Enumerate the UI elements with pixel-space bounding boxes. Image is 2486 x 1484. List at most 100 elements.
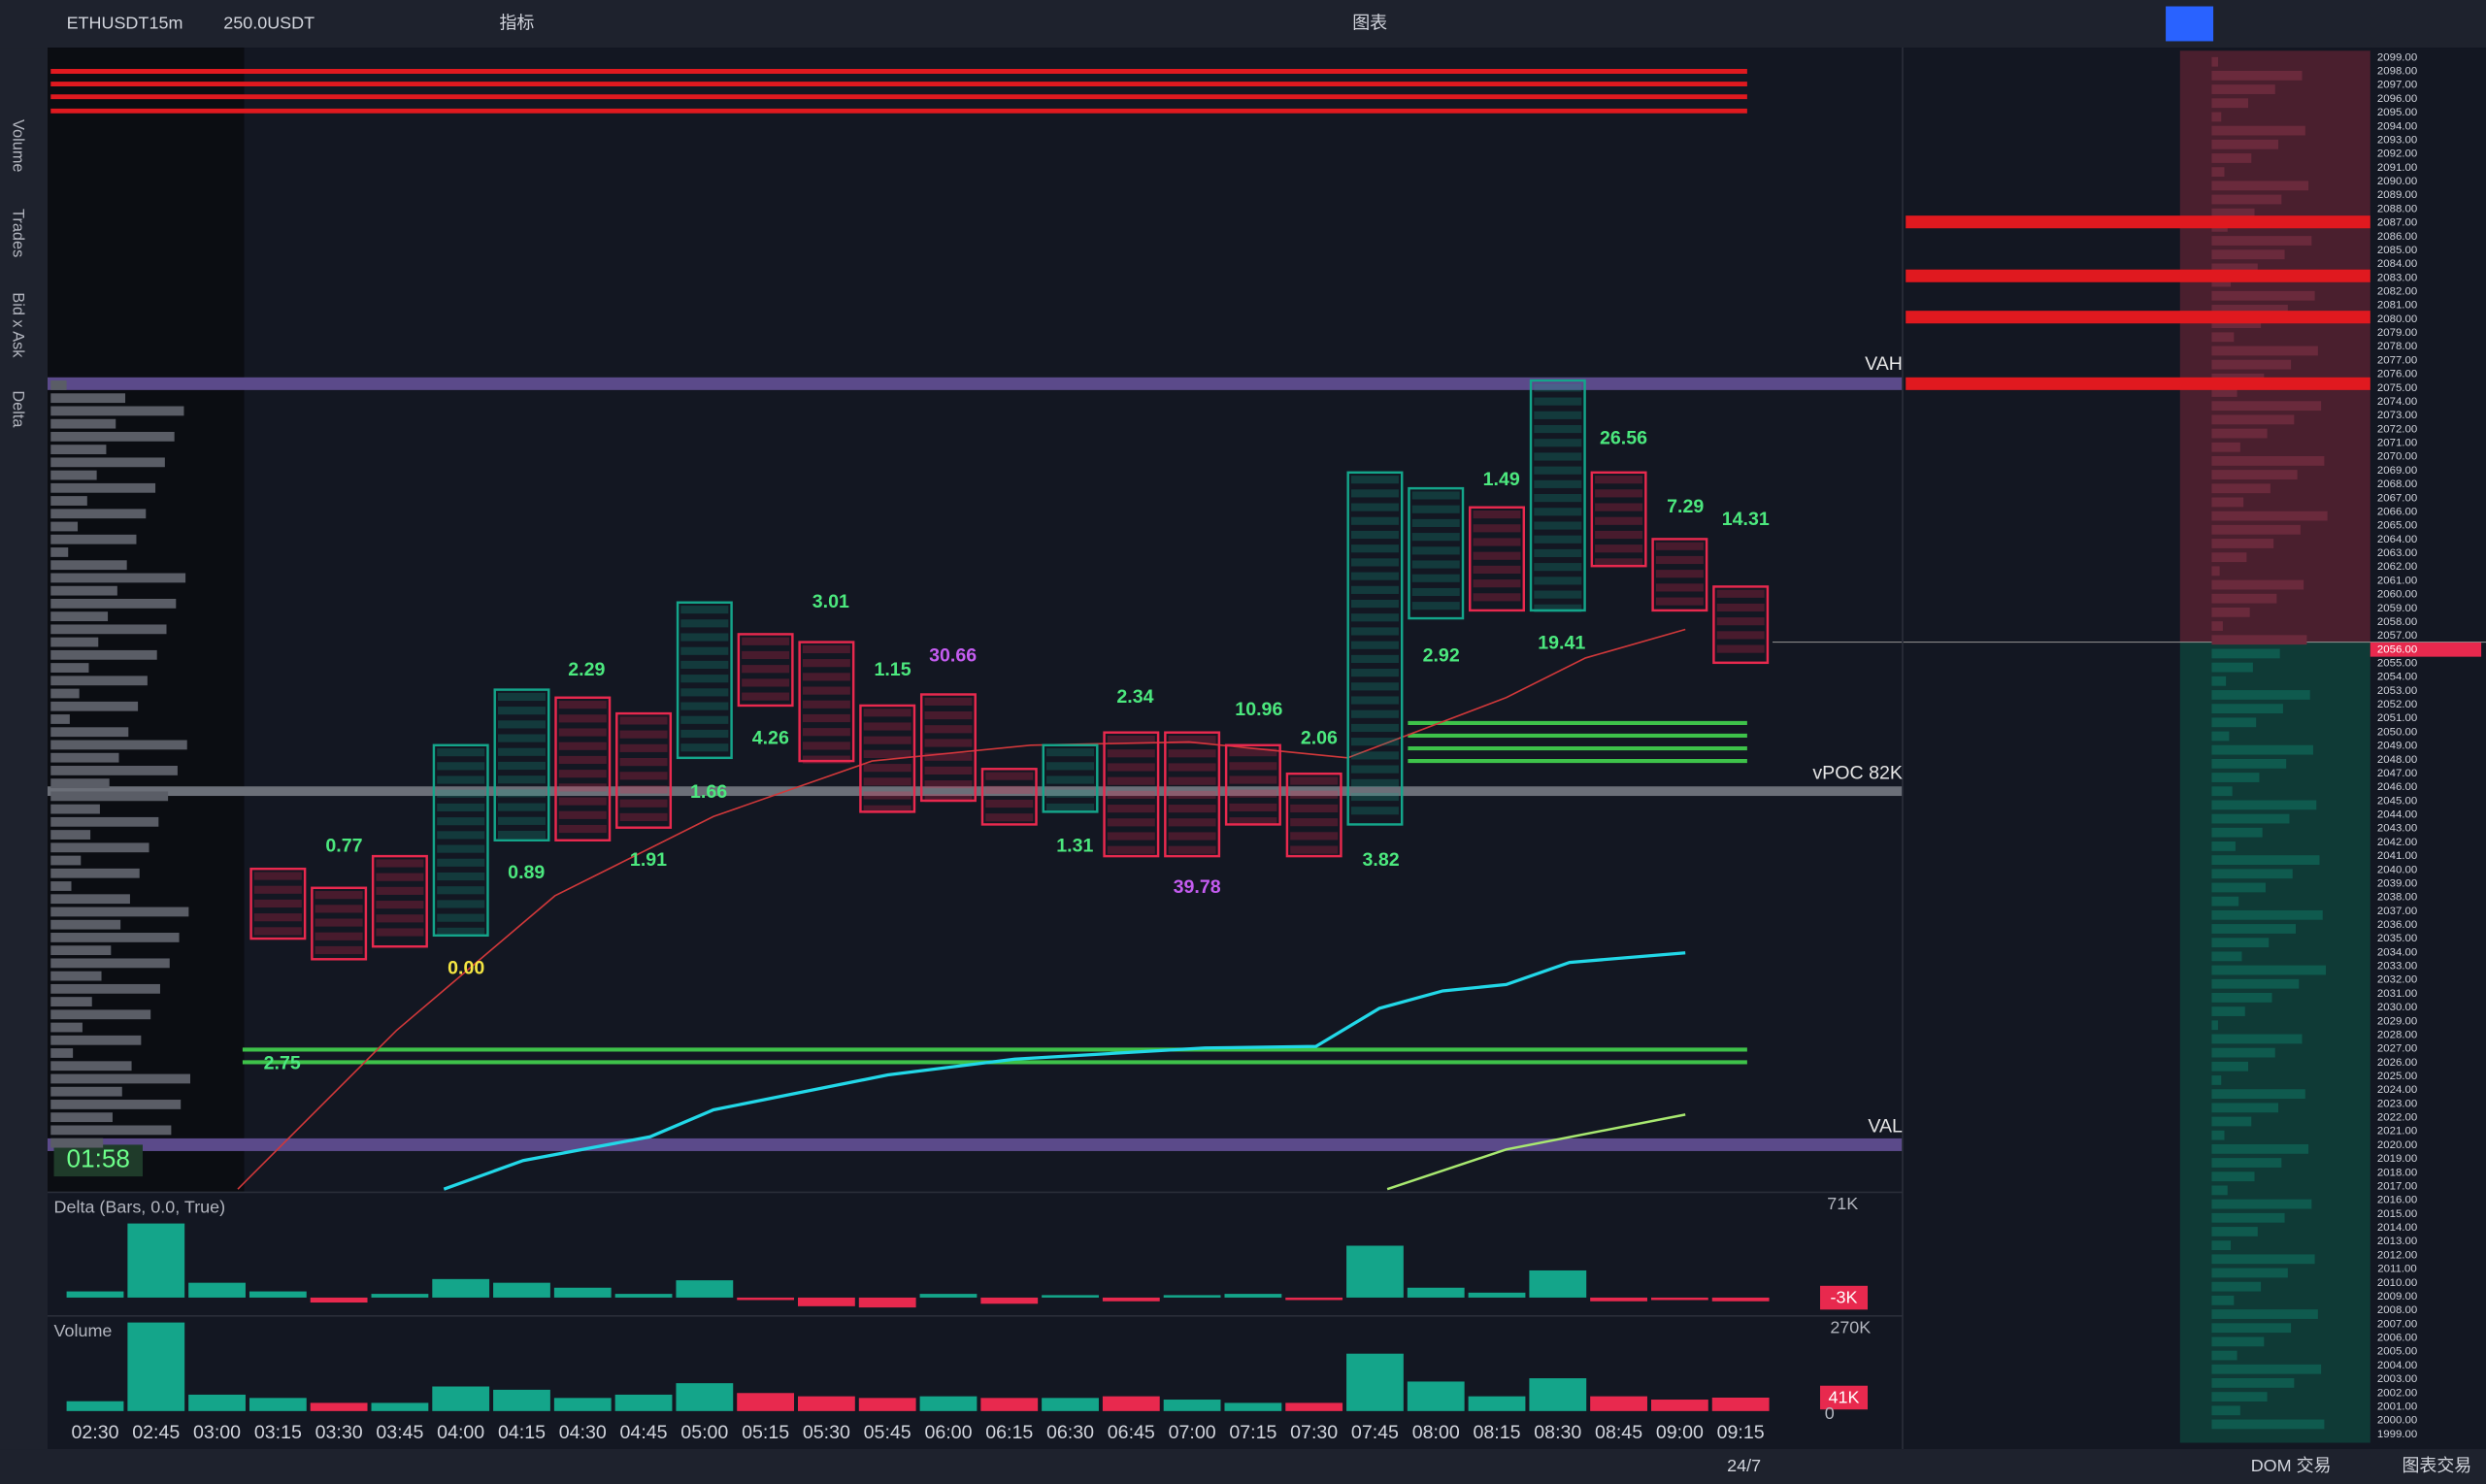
price-label: 2071.00	[2377, 438, 2417, 449]
interval[interactable]: 15m	[149, 13, 183, 32]
bar	[371, 1294, 429, 1298]
price-label: 2077.00	[2377, 354, 2417, 366]
footprint-cell	[680, 743, 729, 752]
footprint-cell	[558, 783, 607, 792]
footprint-cell	[1168, 735, 1216, 744]
price-label: 2078.00	[2377, 341, 2417, 352]
dom-bar	[2211, 125, 2305, 136]
price-label: 2095.00	[2377, 107, 2417, 118]
footprint-cell	[437, 817, 485, 826]
footprint-cell	[1595, 476, 1643, 484]
footprint-cell	[1350, 489, 1399, 498]
footprint-candle	[1346, 471, 1404, 826]
time-label: 05:45	[864, 1422, 912, 1443]
time-label: 08:45	[1595, 1422, 1642, 1443]
profile-bar	[50, 1009, 151, 1020]
footprint-cell	[253, 885, 302, 894]
footprint-cell	[1534, 439, 1582, 447]
footprint-cell	[924, 697, 973, 706]
price-label: 2024.00	[2377, 1084, 2417, 1096]
price-label: 2073.00	[2377, 410, 2417, 421]
range-button[interactable]: 24/7	[1727, 1456, 1761, 1475]
price-label: 2059.00	[2377, 603, 2417, 614]
dom-bar	[2211, 635, 2307, 645]
footprint-cell	[1290, 804, 1339, 813]
symbol[interactable]: ETHUSDT	[67, 13, 149, 32]
footprint-cell	[558, 755, 607, 765]
dom-highlight	[1906, 269, 2370, 282]
vwap-line	[443, 951, 1686, 1191]
footprint-cell	[1107, 735, 1155, 744]
footprint-candle	[1164, 731, 1221, 858]
side-label: Volume	[10, 119, 27, 172]
bar	[737, 1393, 795, 1411]
footprint-cell	[376, 886, 424, 895]
footprint-cell	[437, 789, 485, 798]
dom-bar	[2211, 800, 2317, 810]
bar	[1590, 1396, 1647, 1411]
time-label: 09:00	[1656, 1422, 1704, 1443]
profile-bar	[50, 482, 156, 493]
price-label: 2076.00	[2377, 369, 2417, 380]
dom-bar	[2211, 1227, 2258, 1237]
price-label: 2029.00	[2377, 1015, 2417, 1027]
ratio-label: 3.82	[1363, 849, 1400, 871]
indicators[interactable]: 指标	[499, 13, 534, 32]
price-label: 2064.00	[2377, 534, 2417, 545]
price-label: 2037.00	[2377, 906, 2417, 917]
bar	[310, 1402, 368, 1411]
camera-button[interactable]	[2166, 6, 2214, 42]
dom-bar	[2211, 483, 2271, 494]
footprint-cell	[1411, 602, 1460, 610]
bar	[1407, 1381, 1465, 1411]
footprint-cell	[376, 914, 424, 923]
footprint-cell	[985, 785, 1034, 794]
footprint-candle	[798, 641, 855, 763]
left-toolbar	[0, 48, 48, 1450]
dom-bar	[2211, 566, 2220, 577]
footprint-candle	[615, 711, 673, 829]
footprint-cell	[1473, 579, 1521, 588]
price-label: 2036.00	[2377, 919, 2417, 931]
dom-bar	[2211, 524, 2301, 535]
price-label: 2046.00	[2377, 781, 2417, 793]
profile-bar	[50, 496, 87, 506]
price-label: 2054.00	[2377, 672, 2417, 683]
footprint-cell	[1411, 546, 1460, 555]
bar	[1102, 1297, 1160, 1302]
ratio-label: 2.06	[1301, 727, 1338, 748]
dom-bar	[2211, 938, 2270, 948]
footprint-cell	[1411, 491, 1460, 500]
bar	[614, 1294, 673, 1298]
dom-bar	[2211, 841, 2236, 851]
chart-trade-tab[interactable]: 图表交易	[2402, 1456, 2471, 1475]
dom-bar	[2211, 992, 2272, 1003]
footprint-candle	[676, 601, 733, 760]
ratio-label: 1.91	[630, 849, 667, 871]
price-label: 2044.00	[2377, 809, 2417, 821]
price-label: 2066.00	[2377, 506, 2417, 517]
dom-bar	[2211, 414, 2295, 425]
size[interactable]: 250.0USDT	[223, 13, 315, 32]
footprint-cell	[1473, 565, 1521, 575]
bar	[1346, 1245, 1404, 1298]
profile-bar	[50, 855, 82, 866]
toolbar	[0, 0, 2486, 49]
dom-bar	[2211, 1364, 2322, 1374]
bar	[1711, 1397, 1770, 1411]
price-label: 1999.00	[2377, 1429, 2417, 1440]
footprint-cell	[1350, 641, 1399, 649]
footprint-cell	[1655, 597, 1704, 606]
footprint-cell	[497, 720, 546, 729]
footprint-cell	[1411, 533, 1460, 542]
footprint-candle	[1529, 379, 1586, 612]
bar	[1529, 1378, 1587, 1411]
vpoc-label: vPOC 82K	[1812, 762, 1903, 783]
dom-tab[interactable]: DOM 交易	[2251, 1456, 2332, 1475]
bar	[980, 1398, 1039, 1411]
dom-bar	[2211, 1006, 2245, 1016]
footprint-cell	[802, 728, 850, 737]
footprint-cell	[1290, 845, 1339, 854]
footprint-cell	[558, 770, 607, 778]
bar	[493, 1282, 550, 1298]
